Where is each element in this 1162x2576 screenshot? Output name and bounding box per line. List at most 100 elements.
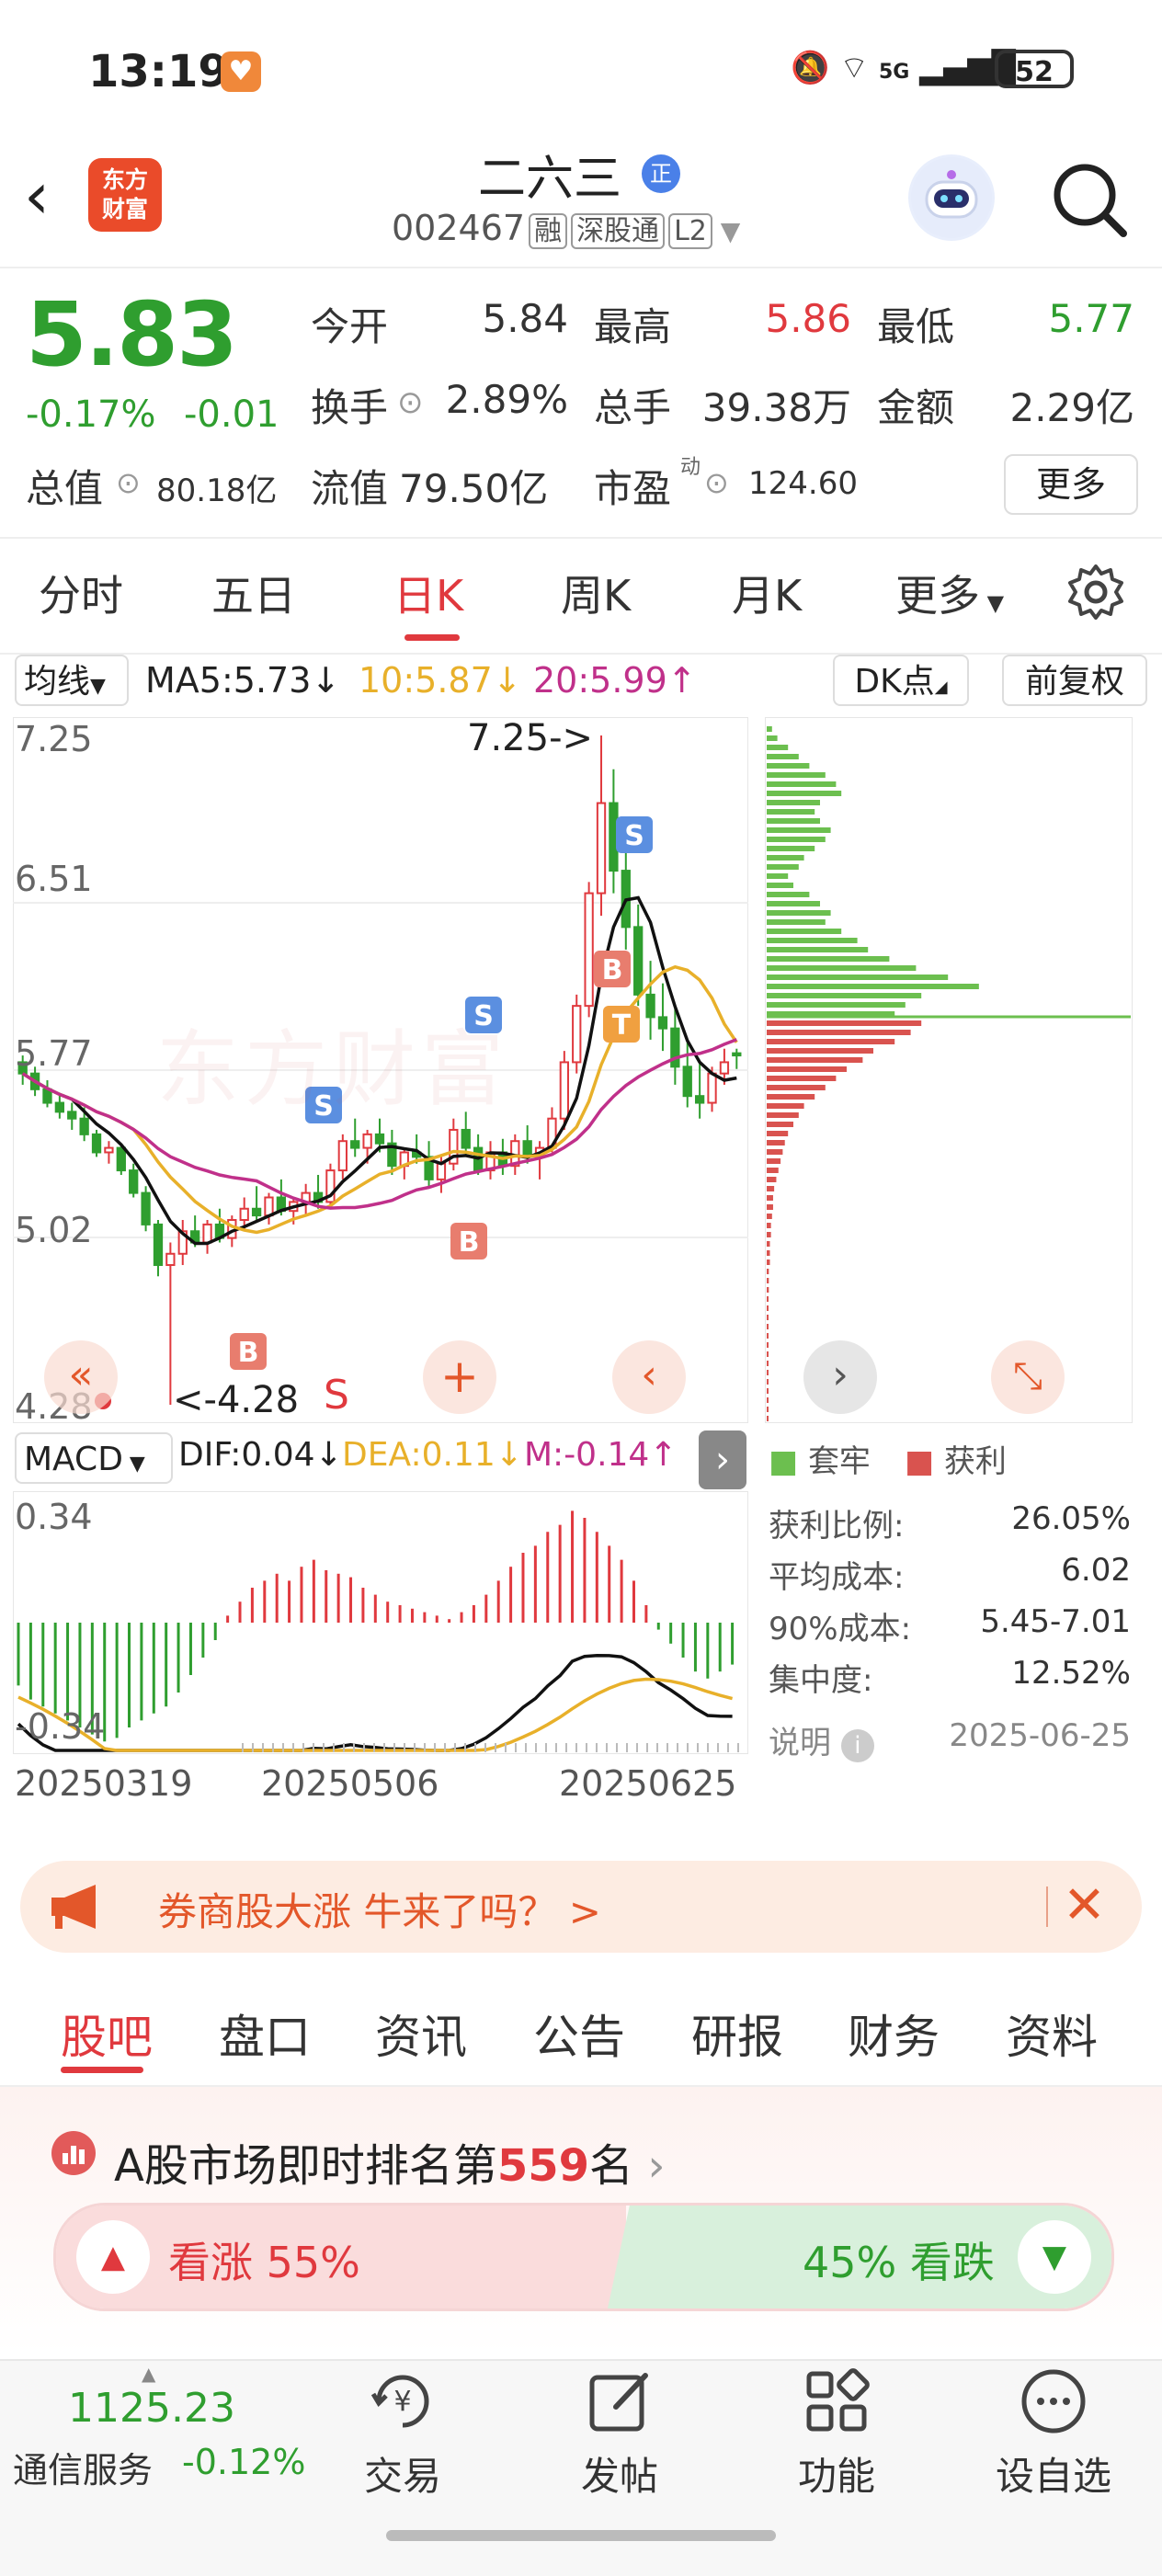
arrow-up-icon[interactable]: ▲ — [76, 2220, 150, 2294]
battery-icon: 52 — [995, 50, 1074, 88]
close-icon[interactable]: ✕ — [1063, 1875, 1106, 1935]
candle-body — [461, 1128, 471, 1149]
macd-selector[interactable]: MACD ▼ — [15, 1432, 173, 1484]
trade-icon[interactable]: ¥ — [368, 2366, 438, 2436]
tab-monthly-k[interactable]: 月K — [732, 571, 803, 621]
tab-five-day[interactable]: 五日 — [211, 571, 296, 621]
rewind-icon[interactable]: « — [44, 1340, 118, 1414]
ma20-text: 20:5.99 — [533, 660, 667, 701]
tab-profile[interactable]: 资料 — [1006, 2011, 1098, 2064]
settings-gear-icon[interactable] — [1066, 563, 1125, 625]
info-icon[interactable]: ⊙ — [397, 384, 424, 421]
chip-bar-profit — [767, 1094, 815, 1100]
high-value: 5.86 — [765, 296, 851, 341]
candle-body — [424, 1156, 434, 1180]
candle-body — [707, 1072, 717, 1104]
divider — [0, 267, 1162, 268]
index-value[interactable]: 1125.23 — [68, 2385, 235, 2432]
post-icon[interactable] — [585, 2366, 655, 2436]
chip-bar-trapped — [767, 1011, 895, 1017]
info-icon[interactable]: ⊙ — [704, 465, 729, 500]
tab-underline — [61, 2067, 143, 2073]
zoom-in-icon[interactable]: + — [423, 1340, 496, 1414]
status-time: 13:19 — [88, 46, 229, 97]
chip-bar-trapped — [767, 938, 858, 943]
tab-weekly-k[interactable]: 周K — [561, 571, 632, 621]
mktcap-label: 总值 — [26, 466, 104, 511]
adjust-button[interactable]: 前复权 — [1002, 655, 1147, 706]
legend-square-green: ■ — [769, 1443, 799, 1480]
ma-selector-label: 均线 — [24, 663, 91, 701]
info-icon[interactable]: ⊙ — [116, 465, 141, 500]
chip-bar-profit — [767, 1057, 863, 1063]
tab-research[interactable]: 研报 — [691, 2011, 783, 2064]
chevron-right-icon: › — [633, 2140, 666, 2192]
tab-finance[interactable]: 财务 — [848, 2011, 940, 2064]
promo-banner[interactable] — [20, 1861, 1142, 1953]
m-text: M:-0.14 — [524, 1436, 650, 1474]
pe-value: 124.60 — [748, 465, 858, 502]
chip-bar-profit — [767, 1020, 922, 1026]
back-icon[interactable]: ‹ — [24, 158, 50, 234]
rank-text[interactable]: A股市场即时排名第559名 › — [114, 2129, 666, 2194]
nav-add-watchlist[interactable]: 设自选 — [995, 2454, 1111, 2499]
chip-bar-profit — [767, 1076, 837, 1081]
candle-body — [657, 1016, 668, 1030]
x-label-mid: 20250506 — [261, 1763, 439, 1804]
open-label: 今开 — [311, 304, 389, 349]
chip-bar-trapped — [767, 809, 815, 815]
chip-bar-trapped — [767, 827, 831, 833]
nav-post[interactable]: 发帖 — [580, 2454, 658, 2499]
app-logo[interactable]: 东方 财富 — [88, 158, 162, 232]
chip-bar-profit — [767, 1416, 769, 1421]
back-arrow-icon[interactable]: ‹ — [612, 1340, 686, 1414]
functions-icon[interactable] — [802, 2366, 872, 2436]
arrow-down-icon[interactable]: ▼ — [1018, 2220, 1091, 2294]
candle-body — [387, 1142, 397, 1168]
tab-more[interactable]: 更多 ▼ — [895, 563, 1004, 623]
chip-bar-profit — [767, 1351, 769, 1357]
more-dots-icon[interactable] — [1019, 2366, 1088, 2436]
dk-point-button[interactable]: DK点◢ — [833, 655, 969, 706]
divider — [0, 2085, 1162, 2087]
tab-daily-k[interactable]: 日K — [393, 571, 464, 621]
candle-body — [362, 1133, 372, 1149]
index-change: -0.12% — [182, 2442, 306, 2482]
wifi-icon: ⌔ — [839, 50, 870, 86]
stock-code-row[interactable]: 002467 融深股通 L2 ▼ — [392, 208, 740, 249]
chip-bar-profit — [767, 1066, 847, 1072]
chip-bar-trapped — [767, 846, 815, 851]
stat-value: 6.02 — [1061, 1552, 1131, 1589]
ma10-value: 10:5.87↓ — [359, 660, 522, 701]
explain-label: 说明 — [769, 1725, 831, 1761]
candle-body — [670, 1027, 680, 1068]
vote-up-area[interactable] — [56, 2206, 626, 2308]
explain-link[interactable]: 说明 i — [769, 1717, 874, 1762]
candle-body — [572, 1005, 582, 1064]
search-icon[interactable] — [1048, 158, 1131, 241]
more-button[interactable]: 更多 — [1004, 454, 1138, 515]
tab-news[interactable]: 资讯 — [375, 2011, 467, 2064]
banner-text[interactable]: 券商股大涨 牛来了吗？ > — [158, 1889, 601, 1934]
ma-selector[interactable]: 均线▼ — [15, 655, 129, 706]
expand-icon[interactable]: ⤡ — [991, 1340, 1065, 1414]
forward-arrow-icon[interactable]: › — [803, 1340, 877, 1414]
candle-body — [91, 1133, 102, 1154]
chip-bar-profit — [767, 1103, 804, 1109]
chip-bar-profit — [767, 1388, 769, 1394]
chevron-right-icon[interactable]: › — [699, 1430, 746, 1489]
nav-functions[interactable]: 功能 — [797, 2454, 875, 2499]
tab-announcements[interactable]: 公告 — [533, 2011, 625, 2064]
candle-body — [54, 1101, 65, 1113]
tab-guba[interactable]: 股吧 — [61, 2011, 153, 2064]
nav-trade[interactable]: 交易 — [363, 2454, 441, 2499]
robot-avatar-icon[interactable] — [908, 154, 995, 241]
tab-pankou[interactable]: 盘口 — [219, 2011, 311, 2064]
candle-body — [264, 1196, 274, 1217]
tab-intraday[interactable]: 分时 — [39, 571, 123, 621]
candle-body — [239, 1207, 249, 1222]
chip-bar-trapped — [767, 818, 820, 824]
candle-body — [104, 1146, 114, 1154]
index-name[interactable]: 通信服务 — [13, 2450, 154, 2491]
